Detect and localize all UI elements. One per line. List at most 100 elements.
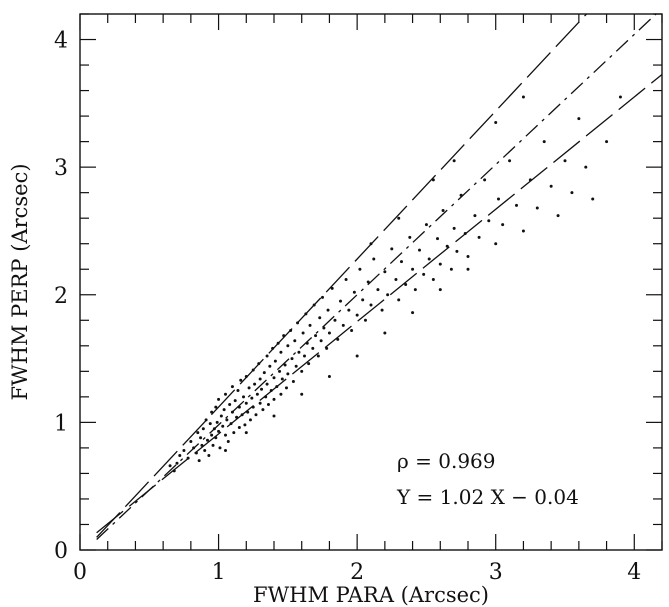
- data-point: [326, 308, 330, 312]
- data-point: [376, 288, 380, 292]
- data-point: [201, 427, 205, 431]
- data-point: [441, 209, 445, 213]
- data-point: [240, 413, 244, 417]
- data-point: [294, 364, 298, 368]
- data-point: [483, 178, 487, 182]
- data-point: [237, 405, 241, 409]
- data-point: [321, 295, 324, 299]
- data-point: [408, 235, 412, 239]
- data-point: [318, 316, 322, 320]
- data-point: [239, 378, 243, 382]
- data-point: [253, 382, 257, 386]
- data-point: [333, 318, 337, 322]
- data-point: [236, 388, 240, 392]
- x-tick-label: 2: [350, 560, 364, 585]
- data-point: [168, 464, 172, 468]
- data-point: [205, 438, 209, 442]
- data-point: [570, 191, 574, 195]
- data-point: [436, 237, 440, 241]
- data-point: [260, 387, 264, 391]
- data-point: [556, 214, 560, 218]
- data-point: [466, 267, 470, 271]
- data-point: [411, 311, 415, 315]
- data-point: [224, 433, 227, 437]
- reference-line-3: [96, 73, 663, 534]
- data-point: [473, 214, 477, 218]
- data-point: [229, 422, 233, 426]
- data-point: [182, 448, 186, 452]
- data-point: [243, 423, 247, 427]
- data-point: [254, 413, 258, 417]
- data-point: [397, 216, 401, 220]
- data-point: [535, 206, 539, 210]
- x-tick-label: 4: [627, 560, 641, 585]
- data-point: [319, 339, 323, 343]
- data-point: [203, 448, 207, 452]
- data-point: [397, 298, 401, 302]
- data-point: [363, 318, 367, 322]
- correlation-annotation: ρ = 0.969: [397, 449, 496, 473]
- data-point: [327, 374, 331, 378]
- data-point: [494, 242, 498, 246]
- data-point: [300, 392, 304, 396]
- data-point: [316, 354, 320, 358]
- data-point: [264, 395, 268, 399]
- data-point: [542, 140, 546, 144]
- data-point: [449, 267, 453, 271]
- data-point: [279, 392, 283, 396]
- data-point: [347, 308, 351, 312]
- data-point: [284, 386, 288, 390]
- data-point: [217, 429, 221, 433]
- data-point: [280, 377, 284, 381]
- data-point: [230, 410, 234, 414]
- data-point: [172, 469, 176, 473]
- reference-line-2: [96, 13, 657, 540]
- data-point: [422, 272, 426, 276]
- data-point: [563, 159, 567, 163]
- data-point: [413, 288, 417, 292]
- data-point: [577, 117, 581, 121]
- data-point: [528, 178, 532, 182]
- data-point: [218, 446, 222, 450]
- data-point: [290, 357, 294, 361]
- data-point: [278, 369, 282, 373]
- data-point: [300, 369, 304, 373]
- data-point: [217, 397, 221, 401]
- data-point: [452, 159, 456, 163]
- data-point: [355, 354, 359, 358]
- data-point: [289, 328, 293, 332]
- data-point: [199, 436, 203, 440]
- data-point: [411, 267, 415, 271]
- data-point: [204, 418, 208, 422]
- data-point: [372, 257, 376, 261]
- data-point: [618, 95, 622, 99]
- data-point: [312, 303, 316, 307]
- data-point: [386, 293, 390, 297]
- data-point: [272, 414, 276, 418]
- data-point: [404, 283, 408, 287]
- data-point: [380, 308, 384, 312]
- y-tick-label: 0: [54, 539, 68, 564]
- data-point: [272, 376, 276, 380]
- data-point: [268, 364, 272, 368]
- data-point: [251, 405, 255, 409]
- data-point: [265, 382, 269, 386]
- fit-equation-annotation: Y = 1.02 X − 0.04: [396, 485, 579, 509]
- data-point: [394, 277, 398, 281]
- data-point: [194, 451, 198, 455]
- data-point: [283, 363, 287, 367]
- data-point: [266, 403, 270, 407]
- data-point: [308, 323, 312, 327]
- data-point: [305, 341, 309, 345]
- data-point: [271, 346, 275, 350]
- data-point: [508, 159, 512, 163]
- data-point: [431, 277, 435, 281]
- data-point: [496, 197, 500, 201]
- data-point: [325, 346, 329, 350]
- data-point: [192, 446, 196, 450]
- data-point: [244, 374, 248, 378]
- data-point: [224, 392, 227, 396]
- data-point: [242, 395, 246, 399]
- data-point: [304, 312, 308, 316]
- data-point: [214, 436, 218, 440]
